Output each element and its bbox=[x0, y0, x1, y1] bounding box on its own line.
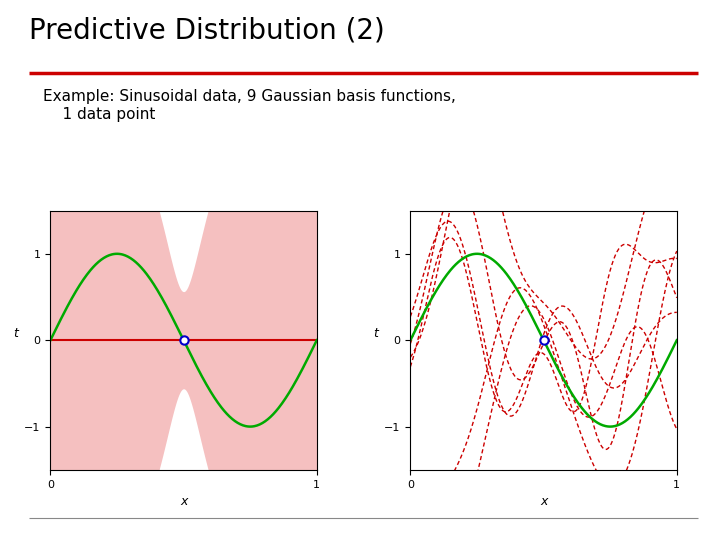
X-axis label: x: x bbox=[180, 495, 187, 508]
Y-axis label: t: t bbox=[14, 327, 19, 340]
Text: Predictive Distribution (2): Predictive Distribution (2) bbox=[29, 16, 384, 44]
X-axis label: x: x bbox=[540, 495, 547, 508]
Y-axis label: t: t bbox=[374, 327, 379, 340]
Text: Example: Sinusoidal data, 9 Gaussian basis functions,
    1 data point: Example: Sinusoidal data, 9 Gaussian bas… bbox=[43, 89, 456, 122]
